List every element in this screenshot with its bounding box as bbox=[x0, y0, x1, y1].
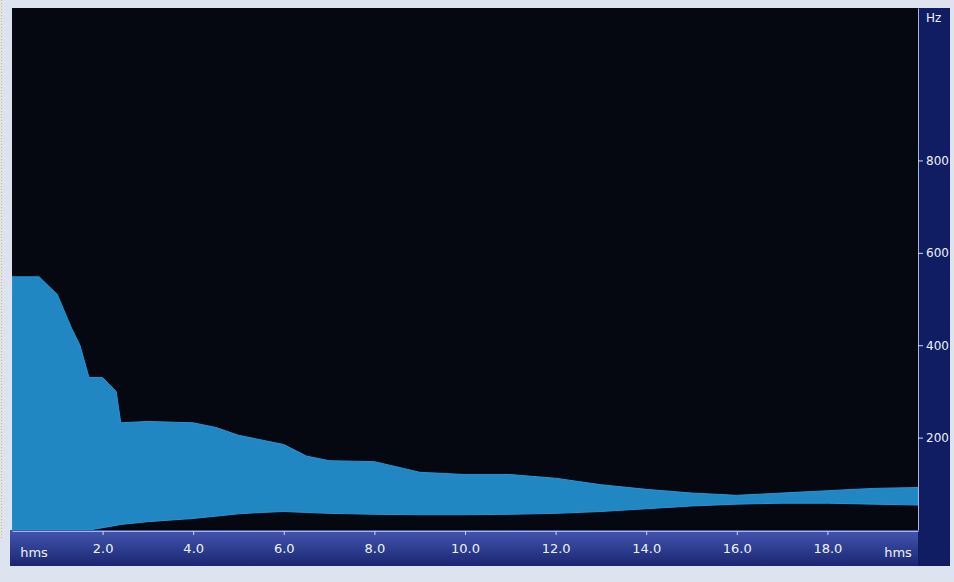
x-unit-label: hms bbox=[884, 545, 912, 560]
x-tick-label: 2.0 bbox=[93, 541, 114, 556]
x-tick-mark bbox=[556, 531, 557, 535]
spectrum-area bbox=[12, 277, 918, 530]
x-tick-mark bbox=[193, 531, 194, 535]
y-axis-bar bbox=[918, 8, 950, 566]
x-tick-label: 18.0 bbox=[813, 541, 842, 556]
x-unit-label: hms bbox=[20, 545, 48, 560]
frame bbox=[0, 0, 954, 582]
frame-edge bbox=[1, 0, 2, 540]
y-axis-line bbox=[918, 9, 919, 531]
x-tick-mark bbox=[284, 531, 285, 535]
y-unit-label: Hz bbox=[926, 11, 941, 25]
plot-background bbox=[12, 8, 918, 530]
x-tick: 4.0 bbox=[183, 531, 204, 556]
x-tick-label: 12.0 bbox=[542, 541, 571, 556]
chart: 2.0 4.0 6.0 8.0 10.0 12.0 14.0 16.0 18.0 200 400 60… bbox=[0, 0, 954, 582]
y-tick-label: 600 bbox=[926, 246, 949, 260]
y-tick: 200 bbox=[918, 431, 949, 445]
x-tick: 8.0 bbox=[365, 531, 386, 556]
x-axis: 2.0 4.0 6.0 8.0 10.0 12.0 14.0 16.0 18.0 bbox=[13, 531, 919, 556]
x-tick-mark bbox=[646, 531, 647, 535]
y-tick: 400 bbox=[918, 339, 949, 353]
x-tick-label: 14.0 bbox=[632, 541, 661, 556]
x-tick: 14.0 bbox=[632, 531, 661, 556]
x-tick-label: 16.0 bbox=[723, 541, 752, 556]
x-tick-mark bbox=[737, 531, 738, 535]
x-tick: 2.0 bbox=[93, 531, 114, 556]
y-tick-label: 200 bbox=[926, 431, 949, 445]
y-tick-mark bbox=[918, 160, 923, 161]
x-tick: 16.0 bbox=[723, 531, 752, 556]
x-tick: 12.0 bbox=[542, 531, 571, 556]
y-tick: 800 bbox=[918, 154, 949, 168]
x-tick: 18.0 bbox=[813, 531, 842, 556]
y-tick-mark bbox=[918, 438, 923, 439]
x-tick-label: 6.0 bbox=[274, 541, 295, 556]
y-tick-mark bbox=[918, 345, 923, 346]
x-tick-mark bbox=[465, 531, 466, 535]
y-axis: 200 400 600 800 bbox=[918, 9, 949, 531]
y-tick-mark bbox=[918, 253, 923, 254]
y-tick-label: 400 bbox=[926, 339, 949, 353]
x-axis-bar bbox=[10, 530, 918, 566]
x-tick-label: 4.0 bbox=[183, 541, 204, 556]
x-tick-mark bbox=[103, 531, 104, 535]
x-tick-label: 8.0 bbox=[365, 541, 386, 556]
marks bbox=[12, 277, 918, 530]
x-tick-mark bbox=[827, 531, 828, 535]
x-tick-mark bbox=[374, 531, 375, 535]
y-tick-label: 800 bbox=[926, 154, 949, 168]
x-tick-label: 10.0 bbox=[451, 541, 480, 556]
y-tick: 600 bbox=[918, 246, 949, 260]
x-tick: 10.0 bbox=[451, 531, 480, 556]
x-tick: 6.0 bbox=[274, 531, 295, 556]
